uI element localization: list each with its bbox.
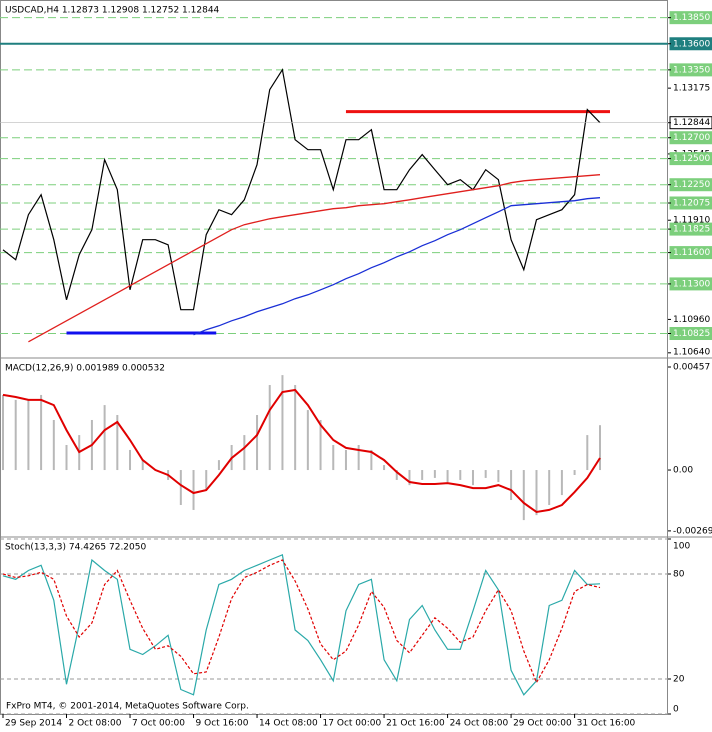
histogram-bar — [599, 425, 601, 471]
level-label: 1.11300 — [673, 279, 710, 289]
histogram-bar — [192, 470, 195, 510]
x-tick-label: 31 Oct 16:00 — [577, 719, 636, 729]
histogram-bar — [548, 470, 551, 505]
histogram-bar — [357, 445, 360, 471]
histogram-bar — [27, 399, 30, 471]
histogram-bar — [2, 394, 4, 471]
histogram-bar — [256, 415, 259, 471]
histogram-bar — [268, 385, 271, 471]
y-tick-label: 100 — [673, 542, 690, 552]
histogram-bar — [294, 385, 297, 471]
y-tick-label: 1.11910 — [673, 216, 710, 226]
histogram-bar — [344, 449, 347, 471]
histogram-bar — [383, 465, 386, 471]
level-label: 1.12075 — [673, 198, 710, 208]
x-tick-label: 21 Oct 16:00 — [386, 719, 445, 729]
series-line — [2, 559, 601, 684]
x-tick-label: 29 Oct 00:00 — [513, 719, 572, 729]
histogram-bar — [52, 419, 55, 471]
histogram-bar — [205, 470, 208, 491]
current-price-label: 1.12844 — [673, 118, 710, 128]
histogram-bar — [408, 470, 411, 486]
histogram-bar — [522, 470, 525, 521]
histogram-bar — [332, 445, 335, 471]
histogram-bar — [306, 410, 309, 471]
histogram-bar — [243, 435, 246, 471]
series-line — [2, 388, 601, 514]
level-label: 1.13350 — [673, 65, 710, 75]
histogram-bar — [65, 445, 68, 471]
panel-title: MACD(12,26,9) 0.001989 0.000532 — [5, 364, 165, 374]
histogram-bar — [141, 460, 144, 471]
y-tick-label: 0 — [673, 705, 679, 715]
level-label: 1.13850 — [673, 13, 710, 23]
histogram-bar — [560, 470, 563, 496]
histogram-bar — [281, 375, 284, 471]
y-tick-label: 1.10640 — [673, 348, 710, 358]
y-tick-label: 80 — [673, 570, 685, 580]
histogram-bar — [535, 470, 538, 516]
histogram-bar — [319, 419, 322, 471]
x-tick-label: 24 Oct 08:00 — [450, 719, 509, 729]
histogram-bar — [586, 435, 589, 471]
histogram-bar — [510, 470, 513, 501]
level-label: 1.12700 — [673, 133, 710, 143]
histogram-bar — [446, 470, 449, 482]
histogram-bar — [471, 470, 474, 486]
histogram-bar — [179, 470, 182, 505]
histogram-bar — [395, 470, 398, 480]
histogram-bar — [370, 449, 373, 471]
x-tick-label: 29 Sep 2014 — [5, 719, 62, 729]
x-tick-label: 2 Oct 08:00 — [69, 719, 122, 729]
histogram-bar — [103, 405, 106, 471]
histogram-bar — [573, 470, 576, 475]
x-tick-label: 7 Oct 00:00 — [132, 719, 185, 729]
y-tick-label: 0.00457 — [673, 363, 710, 373]
series-line — [193, 197, 601, 336]
panel-title: Stoch(13,3,3) 74.4265 72.2050 — [5, 543, 146, 553]
series-line — [2, 553, 601, 696]
y-tick-label: 20 — [673, 675, 685, 685]
level-label: 1.11825 — [673, 225, 710, 235]
histogram-bar — [116, 415, 119, 471]
histogram-bar — [14, 399, 17, 471]
histogram-bar — [217, 460, 220, 471]
x-tick-label: 14 Oct 08:00 — [259, 719, 318, 729]
series-line — [2, 68, 601, 311]
histogram-bar — [433, 470, 436, 478]
histogram-bar — [129, 449, 132, 471]
hline-label: 1.13600 — [673, 39, 710, 49]
y-tick-label: 1.10960 — [673, 315, 710, 325]
histogram-bar — [497, 470, 500, 482]
x-tick-label: 9 Oct 16:00 — [196, 719, 249, 729]
level-label: 1.12250 — [673, 180, 710, 190]
level-label: 1.10825 — [673, 329, 710, 339]
series-line — [28, 174, 601, 343]
level-label: 1.11600 — [673, 248, 710, 258]
y-tick-label: -0.002699 — [673, 526, 712, 536]
panel-title: USDCAD,H4 1.12873 1.12908 1.12752 1.1284… — [5, 6, 220, 16]
histogram-bar — [459, 470, 462, 480]
annotation: FxPro MT4, © 2001-2014, MetaQuotes Softw… — [6, 702, 249, 712]
y-tick-label: 1.13175 — [673, 84, 710, 94]
histogram-bar — [421, 470, 424, 480]
histogram-bar — [484, 470, 487, 478]
x-tick-label: 17 Oct 00:00 — [323, 719, 382, 729]
level-label: 1.12500 — [673, 154, 710, 164]
y-tick-label: 0.00 — [673, 466, 693, 476]
histogram-bar — [40, 394, 43, 471]
